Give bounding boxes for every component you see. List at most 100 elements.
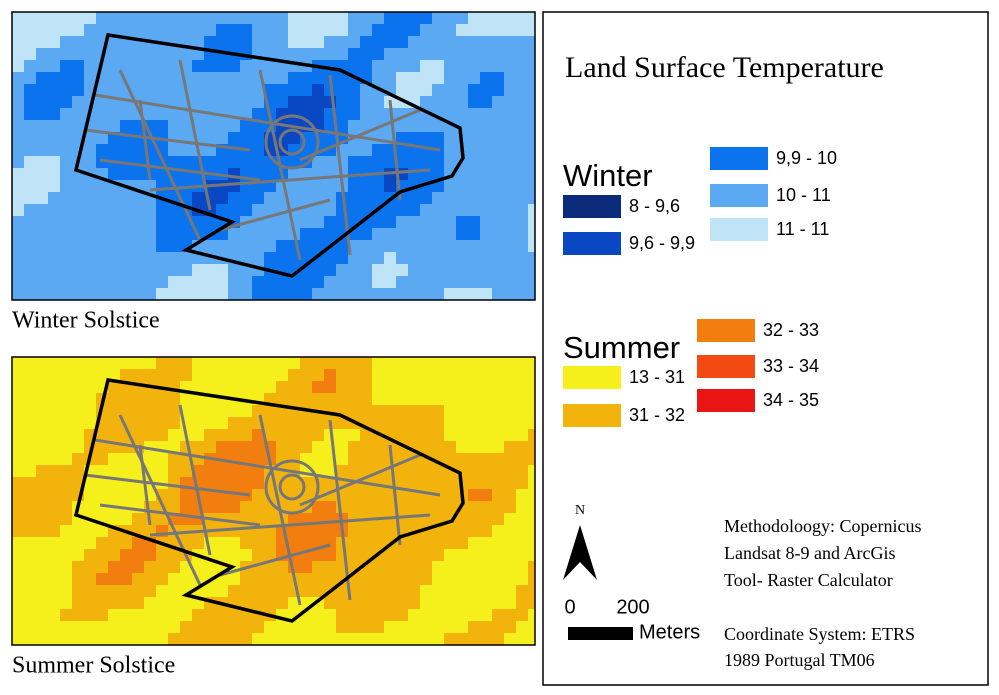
raster-cell xyxy=(468,48,480,60)
raster-cell xyxy=(96,465,108,477)
raster-cell xyxy=(432,240,444,252)
raster-cell xyxy=(468,120,480,132)
raster-cell xyxy=(492,192,504,204)
raster-cell xyxy=(24,465,36,477)
raster-cell xyxy=(120,60,132,72)
raster-cell xyxy=(12,465,24,477)
raster-cell xyxy=(36,561,48,573)
raster-cell xyxy=(240,84,252,96)
raster-cell xyxy=(384,216,396,228)
raster-cell xyxy=(312,501,324,513)
raster-cell xyxy=(384,369,396,381)
raster-cell xyxy=(420,24,432,36)
raster-cell xyxy=(312,453,324,465)
raster-cell xyxy=(60,633,72,645)
raster-cell xyxy=(396,369,408,381)
raster-cell xyxy=(24,537,36,549)
raster-cell xyxy=(516,585,528,597)
raster-cell xyxy=(492,549,504,561)
raster-cell xyxy=(168,393,180,405)
raster-cell xyxy=(192,393,204,405)
raster-cell xyxy=(432,621,444,633)
raster-cell xyxy=(84,405,96,417)
raster-cell xyxy=(84,417,96,429)
raster-cell xyxy=(96,453,108,465)
raster-cell xyxy=(48,264,60,276)
raster-cell xyxy=(444,561,456,573)
raster-cell xyxy=(312,417,324,429)
raster-cell xyxy=(396,252,408,264)
raster-cell xyxy=(156,621,168,633)
raster-cell xyxy=(516,537,528,549)
raster-cell xyxy=(408,12,420,24)
raster-cell xyxy=(240,573,252,585)
raster-cell xyxy=(84,357,96,369)
raster-cell xyxy=(396,288,408,300)
raster-cell xyxy=(60,357,72,369)
raster-cell xyxy=(24,204,36,216)
raster-cell xyxy=(456,405,468,417)
scale-bar xyxy=(568,627,633,640)
raster-cell xyxy=(432,561,444,573)
raster-cell xyxy=(24,393,36,405)
raster-cell xyxy=(324,357,336,369)
raster-cell xyxy=(168,252,180,264)
raster-cell xyxy=(300,585,312,597)
raster-cell xyxy=(48,228,60,240)
raster-cell xyxy=(168,597,180,609)
raster-cell xyxy=(156,369,168,381)
raster-cell xyxy=(456,573,468,585)
raster-cell xyxy=(12,156,24,168)
raster-cell xyxy=(516,180,528,192)
raster-cell xyxy=(72,465,84,477)
raster-cell xyxy=(504,393,516,405)
raster-cell xyxy=(48,36,60,48)
raster-cell xyxy=(444,357,456,369)
raster-cell xyxy=(84,264,96,276)
raster-cell xyxy=(204,633,216,645)
raster-cell xyxy=(432,465,444,477)
raster-cell xyxy=(120,12,132,24)
raster-cell xyxy=(24,228,36,240)
legend-label: 8 - 9,6 xyxy=(629,196,680,216)
raster-cell xyxy=(420,276,432,288)
raster-cell xyxy=(384,525,396,537)
raster-cell xyxy=(36,216,48,228)
raster-cell xyxy=(480,216,492,228)
legend-swatch xyxy=(697,319,755,342)
raster-cell xyxy=(252,228,264,240)
legend-swatch xyxy=(563,366,621,389)
raster-cell xyxy=(24,429,36,441)
raster-cell xyxy=(36,609,48,621)
raster-cell xyxy=(468,12,480,24)
raster-cell xyxy=(132,120,144,132)
raster-cell xyxy=(348,156,360,168)
raster-cell xyxy=(456,381,468,393)
raster-cell xyxy=(168,12,180,24)
raster-cell xyxy=(420,36,432,48)
raster-cell xyxy=(528,24,535,36)
raster-cell xyxy=(180,489,192,501)
raster-cell xyxy=(492,609,504,621)
raster-cell xyxy=(12,228,24,240)
raster-cell xyxy=(384,180,396,192)
raster-cell xyxy=(204,24,216,36)
raster-cell xyxy=(228,501,240,513)
raster-cell xyxy=(12,84,24,96)
raster-cell xyxy=(216,405,228,417)
raster-cell xyxy=(492,228,504,240)
raster-cell xyxy=(252,405,264,417)
raster-cell xyxy=(132,144,144,156)
raster-cell xyxy=(372,573,384,585)
raster-cell xyxy=(72,132,84,144)
raster-cell xyxy=(480,96,492,108)
raster-cell xyxy=(168,264,180,276)
raster-cell xyxy=(516,24,528,36)
note: Tool- Raster Calculator xyxy=(724,570,893,590)
raster-cell xyxy=(420,501,432,513)
raster-cell xyxy=(24,501,36,513)
raster-cell xyxy=(408,537,420,549)
raster-cell xyxy=(36,621,48,633)
raster-cell xyxy=(132,465,144,477)
raster-cell xyxy=(468,525,480,537)
